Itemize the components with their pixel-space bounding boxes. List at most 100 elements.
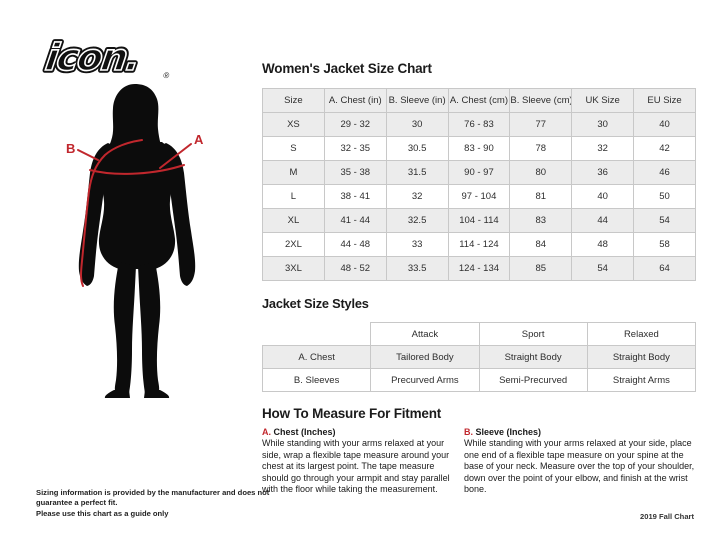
- female-silhouette-graphic: A B: [66, 84, 204, 398]
- column-header: B. Sleeve (in): [385, 88, 449, 113]
- sleeve-heading: B. Sleeve (Inches): [464, 427, 697, 437]
- chart-version-label: 2019 Fall Chart: [640, 512, 695, 521]
- table-cell: 124 - 134: [447, 256, 511, 281]
- table-cell: 104 - 114: [447, 208, 511, 233]
- sleeve-heading-prefix: B.: [464, 427, 473, 437]
- table-cell: 97 - 104: [447, 184, 511, 209]
- table-cell: XS: [262, 112, 325, 137]
- table-cell: S: [262, 136, 325, 161]
- table-cell: 48: [571, 232, 635, 257]
- column-header: EU Size: [633, 88, 696, 113]
- table-cell: Straight Body: [478, 345, 588, 369]
- registered-mark: ®: [163, 71, 170, 80]
- table-cell: L: [262, 184, 325, 209]
- table-cell: 30.5: [385, 136, 449, 161]
- table-cell: 114 - 124: [447, 232, 511, 257]
- table-cell: 42: [633, 136, 696, 161]
- chest-instructions: While standing with your arms relaxed at…: [262, 438, 450, 495]
- table-cell: 35 - 38: [323, 160, 387, 185]
- table-cell: Straight Body: [586, 345, 697, 369]
- table-cell: 46: [633, 160, 696, 185]
- measure-sleeve-column: B. Sleeve (Inches) While standing with y…: [464, 427, 697, 496]
- table-cell: 40: [571, 184, 635, 209]
- column-header: B. Sleeve (cm): [509, 88, 573, 113]
- chest-heading: A. Chest (Inches): [262, 427, 455, 437]
- female-silhouette: [78, 84, 196, 398]
- table-cell: XL: [262, 208, 325, 233]
- table-cell: 54: [633, 208, 696, 233]
- sleeve-heading-text: Sleeve (Inches): [473, 427, 542, 437]
- style-chart-table: Attack Sport Relaxed A. Chest Tailored B…: [261, 322, 697, 392]
- table-cell: 32 - 35: [323, 136, 387, 161]
- column-header: Sport: [478, 322, 588, 346]
- column-header: A. Chest (in): [323, 88, 387, 113]
- measure-columns: A. Chest (Inches) While standing with yo…: [262, 427, 697, 496]
- table-cell: 81: [509, 184, 573, 209]
- table-row: L 38 - 41 32 97 - 104 81 40 50: [262, 184, 696, 209]
- brand-logo: icon. icon. ®: [34, 28, 194, 89]
- sleeve-measure-line: [80, 139, 143, 287]
- table-cell: 78: [509, 136, 573, 161]
- table-row: A. Chest Tailored Body Straight Body Str…: [261, 345, 697, 369]
- blank-cell: [262, 322, 371, 346]
- table-cell: 32: [571, 136, 635, 161]
- table-cell: 54: [571, 256, 635, 281]
- size-chart-table: Size A. Chest (in) B. Sleeve (in) A. Che…: [262, 88, 696, 281]
- table-cell: 30: [385, 112, 449, 137]
- table-cell: Semi-Precurved: [478, 368, 588, 392]
- table-row: XS 29 - 32 30 76 - 83 77 30 40: [262, 112, 696, 137]
- measurement-figure: A B: [42, 80, 227, 405]
- column-header: A. Chest (cm): [447, 88, 511, 113]
- table-row: 2XL 44 - 48 33 114 - 124 84 48 58: [262, 232, 696, 257]
- disclaimer-line: Please use this chart as a guide only: [36, 508, 169, 518]
- chest-measure-line: [89, 164, 185, 175]
- column-header: Relaxed: [586, 322, 697, 346]
- table-cell: 83 - 90: [447, 136, 511, 161]
- table-row: S 32 - 35 30.5 83 - 90 78 32 42: [262, 136, 696, 161]
- table-cell: 76 - 83: [447, 112, 511, 137]
- table-cell: 32.5: [385, 208, 449, 233]
- logo-text-outline: icon.: [43, 35, 142, 79]
- figure-label-a: A: [194, 132, 204, 147]
- table-cell: M: [262, 160, 325, 185]
- table-row: M 35 - 38 31.5 90 - 97 80 36 46: [262, 160, 696, 185]
- table-cell: 44: [571, 208, 635, 233]
- sleeve-instructions: While standing with your arms relaxed at…: [464, 438, 695, 495]
- chest-heading-prefix: A.: [262, 427, 271, 437]
- style-chart-title: Jacket Size Styles: [262, 296, 369, 311]
- column-header: Attack: [370, 322, 480, 346]
- column-header: Size: [262, 88, 325, 113]
- table-cell: Precurved Arms: [370, 368, 480, 392]
- icon-logo-graphic: icon. icon. ®: [40, 32, 170, 81]
- table-cell: 85: [509, 256, 573, 281]
- column-header: UK Size: [571, 88, 635, 113]
- table-cell: 41 - 44: [323, 208, 387, 233]
- sizing-disclaimer: Sizing information is provided by the ma…: [36, 488, 281, 519]
- row-header: A. Chest: [261, 345, 372, 369]
- table-cell: 30: [571, 112, 635, 137]
- table-cell: 77: [509, 112, 573, 137]
- table-row: 3XL 48 - 52 33.5 124 - 134 85 54 64: [262, 256, 696, 281]
- table-cell: 80: [509, 160, 573, 185]
- measure-chest-column: A. Chest (Inches) While standing with yo…: [262, 427, 455, 496]
- table-cell: 31.5: [385, 160, 449, 185]
- measure-section-title: How To Measure For Fitment: [262, 406, 442, 421]
- table-cell: 33.5: [385, 256, 449, 281]
- size-chart-header-row: Size A. Chest (in) B. Sleeve (in) A. Che…: [262, 88, 696, 113]
- table-cell: 48 - 52: [323, 256, 387, 281]
- table-row: B. Sleeves Precurved Arms Semi-Precurved…: [261, 368, 697, 392]
- table-row: XL 41 - 44 32.5 104 - 114 83 44 54: [262, 208, 696, 233]
- table-cell: 3XL: [262, 256, 325, 281]
- chest-heading-text: Chest (Inches): [271, 427, 336, 437]
- figure-label-b: B: [66, 141, 75, 156]
- sleeve-pointer-line: [77, 149, 99, 161]
- measure-lines: [77, 139, 192, 287]
- disclaimer-line: Sizing information is provided by the ma…: [36, 488, 270, 508]
- table-cell: 29 - 32: [323, 112, 387, 137]
- table-cell: 32: [385, 184, 449, 209]
- table-cell: 33: [385, 232, 449, 257]
- table-cell: 64: [633, 256, 696, 281]
- table-cell: 90 - 97: [447, 160, 511, 185]
- table-cell: 50: [633, 184, 696, 209]
